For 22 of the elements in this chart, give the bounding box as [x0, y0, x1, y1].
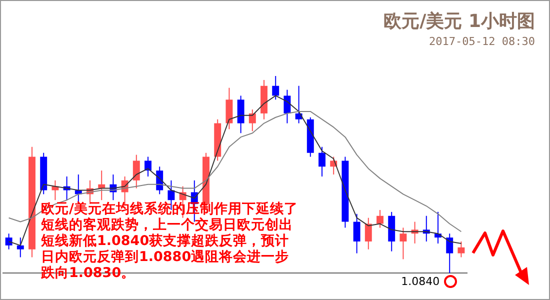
candlestick: [132, 154, 140, 189]
candlestick: [98, 170, 106, 201]
candlestick: [52, 180, 59, 201]
chart-subtitle: 2017-05-12 08:30: [429, 35, 535, 48]
candlestick: [284, 89, 291, 124]
candlestick: [446, 233, 454, 274]
candlestick: [458, 240, 465, 258]
candlestick: [248, 108, 256, 132]
text: 1.0840: [401, 274, 440, 288]
candlestick: [5, 233, 12, 250]
candlestick: [272, 76, 280, 100]
candlestick: [295, 85, 302, 124]
candlestick: [16, 237, 24, 258]
candlestick: [376, 209, 384, 228]
candlestick: [400, 227, 407, 260]
candlestick: [353, 213, 360, 254]
candlestick: [318, 146, 326, 177]
chart-title: 欧元/美元 1小时图: [384, 10, 535, 33]
candlestick: [364, 217, 372, 250]
candlestick: [144, 156, 152, 177]
candlestick: [226, 87, 233, 130]
candlestick: [237, 95, 244, 134]
